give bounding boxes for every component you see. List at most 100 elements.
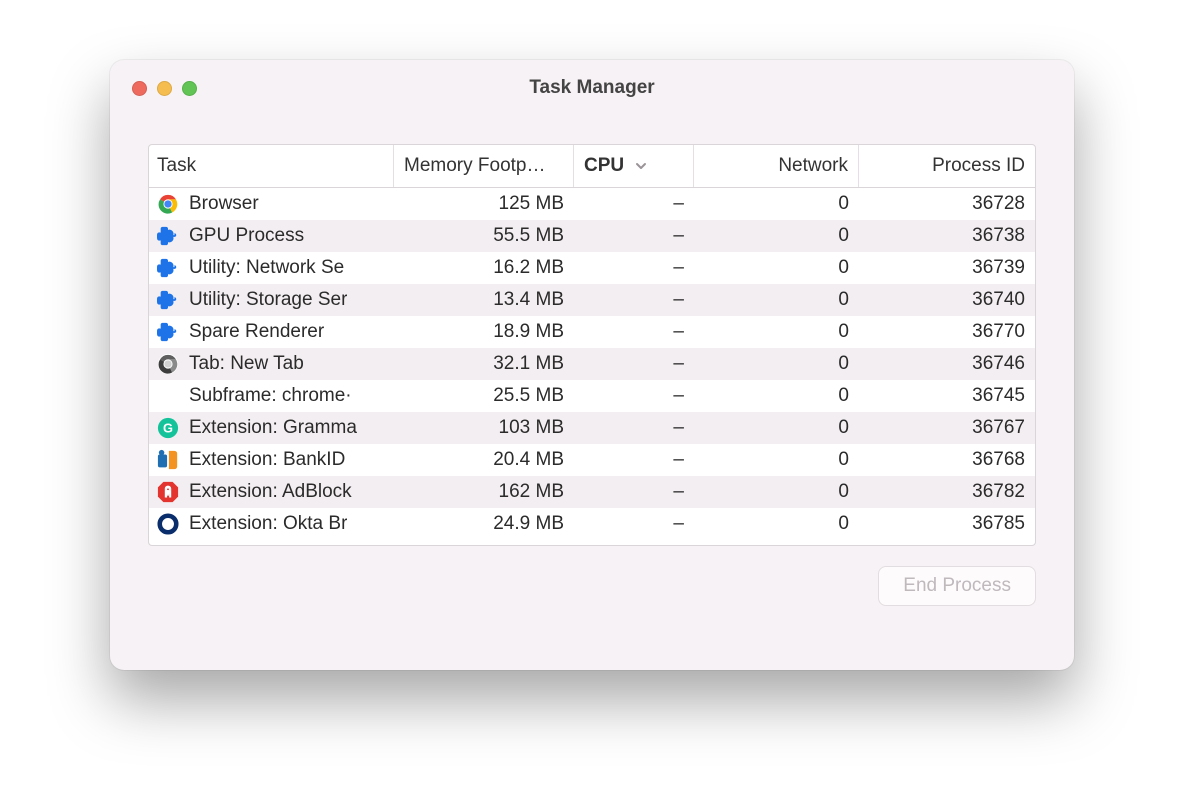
- puzzle-blue-icon: [157, 225, 179, 247]
- task-label: Extension: Okta Br: [189, 513, 347, 535]
- chrome-icon: [157, 193, 179, 215]
- cell-network: 0: [694, 225, 859, 247]
- cell-memory: 24.9 MB: [394, 513, 574, 535]
- col-task[interactable]: Task: [149, 145, 394, 187]
- svg-text:G: G: [163, 421, 173, 436]
- cell-pid: 36782: [859, 481, 1035, 503]
- table-row[interactable]: Utility: Storage Ser 13.4 MB – 0 36740: [149, 284, 1035, 316]
- cell-cpu: –: [574, 385, 694, 407]
- cell-memory: 162 MB: [394, 481, 574, 503]
- footer: End Process: [148, 546, 1036, 606]
- table-row[interactable]: Browser 125 MB – 0 36728: [149, 188, 1035, 220]
- cell-cpu: –: [574, 417, 694, 439]
- task-label: Tab: New Tab: [189, 353, 304, 375]
- cell-cpu: –: [574, 321, 694, 343]
- cell-cpu: –: [574, 481, 694, 503]
- cell-task: GPU Process: [149, 225, 394, 247]
- task-label: Extension: Gramma: [189, 417, 357, 439]
- cell-memory: 16.2 MB: [394, 257, 574, 279]
- table-row[interactable]: Extension: Okta Br 24.9 MB – 0 36785: [149, 508, 1035, 540]
- cell-memory: 13.4 MB: [394, 289, 574, 311]
- col-network-label: Network: [778, 155, 848, 177]
- cell-cpu: –: [574, 513, 694, 535]
- cell-task: Spare Renderer: [149, 321, 394, 343]
- titlebar: Task Manager: [110, 60, 1074, 116]
- cell-task: Tab: New Tab: [149, 353, 394, 375]
- table-header: Task Memory Footp… CPU Network Process I…: [149, 145, 1035, 188]
- col-task-label: Task: [157, 155, 196, 177]
- cell-pid: 36738: [859, 225, 1035, 247]
- cell-cpu: –: [574, 257, 694, 279]
- task-label: Extension: BankID: [189, 449, 345, 471]
- cell-memory: 25.5 MB: [394, 385, 574, 407]
- table-row[interactable]: Utility: Network Se 16.2 MB – 0 36739: [149, 252, 1035, 284]
- table-row[interactable]: Extension: AdBlock 162 MB – 0 36782: [149, 476, 1035, 508]
- col-cpu[interactable]: CPU: [574, 145, 694, 187]
- cell-pid: 36746: [859, 353, 1035, 375]
- cell-cpu: –: [574, 193, 694, 215]
- cell-memory: 55.5 MB: [394, 225, 574, 247]
- cell-pid: 36739: [859, 257, 1035, 279]
- window-title: Task Manager: [110, 77, 1074, 99]
- minimize-button[interactable]: [157, 81, 172, 96]
- process-table: Task Memory Footp… CPU Network Process I…: [148, 144, 1036, 546]
- cell-pid: 36785: [859, 513, 1035, 535]
- task-label: Browser: [189, 193, 259, 215]
- cell-pid: 36740: [859, 289, 1035, 311]
- none-icon: [157, 385, 179, 407]
- cell-task: G Extension: Gramma: [149, 417, 394, 439]
- cell-network: 0: [694, 481, 859, 503]
- task-label: Subframe: chrome·: [189, 385, 352, 407]
- table-row[interactable]: Tab: New Tab 32.1 MB – 0 36746: [149, 348, 1035, 380]
- cell-task: Extension: AdBlock: [149, 481, 394, 503]
- end-process-button[interactable]: End Process: [878, 566, 1036, 606]
- col-memory[interactable]: Memory Footp…: [394, 145, 574, 187]
- cell-pid: 36728: [859, 193, 1035, 215]
- table-row[interactable]: Extension: BankID 20.4 MB – 0 36768: [149, 444, 1035, 476]
- cell-pid: 36768: [859, 449, 1035, 471]
- cell-memory: 18.9 MB: [394, 321, 574, 343]
- cell-network: 0: [694, 193, 859, 215]
- task-label: Spare Renderer: [189, 321, 324, 343]
- adblock-icon: [157, 481, 179, 503]
- cell-cpu: –: [574, 289, 694, 311]
- cell-cpu: –: [574, 449, 694, 471]
- table-row[interactable]: GPU Process 55.5 MB – 0 36738: [149, 220, 1035, 252]
- cell-network: 0: [694, 257, 859, 279]
- puzzle-blue-icon: [157, 289, 179, 311]
- close-button[interactable]: [132, 81, 147, 96]
- task-label: GPU Process: [189, 225, 304, 247]
- puzzle-blue-icon: [157, 321, 179, 343]
- col-network[interactable]: Network: [694, 145, 859, 187]
- cell-memory: 32.1 MB: [394, 353, 574, 375]
- task-manager-window: Task Manager Task Memory Footp… CPU Netw…: [110, 60, 1074, 670]
- col-cpu-label: CPU: [584, 155, 624, 177]
- cell-task: Utility: Storage Ser: [149, 289, 394, 311]
- task-label: Extension: AdBlock: [189, 481, 352, 503]
- traffic-lights: [132, 81, 197, 96]
- cell-pid: 36770: [859, 321, 1035, 343]
- zoom-button[interactable]: [182, 81, 197, 96]
- col-memory-label: Memory Footp…: [404, 155, 545, 177]
- col-process-id[interactable]: Process ID: [859, 145, 1035, 187]
- table-row[interactable]: Subframe: chrome· 25.5 MB – 0 36745: [149, 380, 1035, 412]
- cell-network: 0: [694, 449, 859, 471]
- cell-cpu: –: [574, 353, 694, 375]
- cell-network: 0: [694, 353, 859, 375]
- cell-pid: 36745: [859, 385, 1035, 407]
- cell-task: Extension: BankID: [149, 449, 394, 471]
- cell-network: 0: [694, 289, 859, 311]
- cell-task: Utility: Network Se: [149, 257, 394, 279]
- col-pid-label: Process ID: [932, 155, 1025, 177]
- table-body: Browser 125 MB – 0 36728 GPU Process 55.…: [149, 188, 1035, 545]
- cell-task: Browser: [149, 193, 394, 215]
- cell-network: 0: [694, 417, 859, 439]
- okta-icon: [157, 513, 179, 535]
- bankid-icon: [157, 449, 179, 471]
- table-row[interactable]: G Extension: Gramma 103 MB – 0 36767: [149, 412, 1035, 444]
- puzzle-blue-icon: [157, 257, 179, 279]
- task-label: Utility: Network Se: [189, 257, 344, 279]
- table-row[interactable]: Spare Renderer 18.9 MB – 0 36770: [149, 316, 1035, 348]
- cell-pid: 36767: [859, 417, 1035, 439]
- chrome-gray-icon: [157, 353, 179, 375]
